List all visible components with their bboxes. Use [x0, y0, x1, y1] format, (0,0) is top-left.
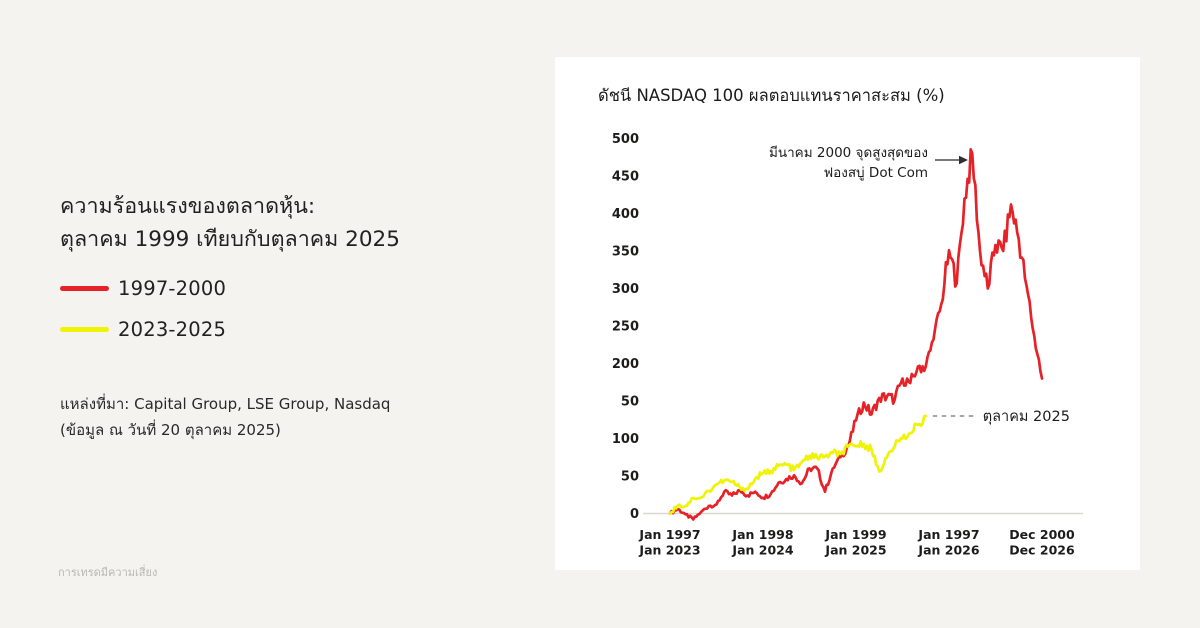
legend-label-2023-2025: 2023-2025	[118, 318, 227, 341]
y-axis-label: 100	[612, 432, 639, 447]
x-axis-label-top: Jan 1999	[824, 527, 886, 542]
y-axis-label: 0	[630, 507, 639, 522]
y-axis-label: 50	[621, 395, 639, 410]
y-axis-label: 200	[612, 357, 639, 372]
source-line2: (ข้อมูล ณ วันที่ 20 ตุลาคม 2025)	[60, 421, 281, 439]
series-line-1997-2000	[668, 147, 1044, 521]
risk-disclaimer: การเทรดมีความเสี่ยง	[58, 566, 158, 579]
infographic-title-line2: ตุลาคม 1999 เทียบกับตุลาคม 2025	[60, 227, 400, 252]
x-axis-label-bottom: Jan 2023	[638, 543, 700, 558]
legend-swatch-yellow	[60, 327, 109, 332]
y-axis-label: 450	[612, 170, 639, 185]
x-axis-label-top: Jan 1998	[731, 527, 793, 542]
y-axis-label: 500	[612, 132, 639, 147]
x-axis-label-bottom: Jan 2025	[824, 543, 886, 558]
legend-swatch-red	[60, 286, 109, 291]
peak-annotation-line2: ฟองสบู่ Dot Com	[824, 165, 928, 181]
peak-annotation-line1: มีนาคม 2000 จุดสูงสุดของ	[769, 145, 928, 161]
legend-item-2023-2025: 2023-2025	[60, 309, 480, 350]
chart-card: ดัชนี NASDAQ 100 ผลตอบแทนราคาสะสม (%) 0 5…	[555, 57, 1140, 570]
series-line-2023-2025	[668, 414, 928, 515]
x-axis-label-bottom: Jan 2024	[731, 543, 793, 558]
y-axis-label: 400	[612, 207, 639, 222]
infographic-title: ความร้อนแรงของตลาดหุ้น: ตุลาคม 1999 เทีย…	[60, 190, 510, 256]
legend-item-1997-2000: 1997-2000	[60, 268, 480, 309]
x-axis-label-bottom: Jan 2026	[917, 543, 979, 558]
x-axis-label-top: Dec 2000	[1009, 527, 1075, 542]
infographic-title-line1: ความร้อนแรงของตลาดหุ้น:	[60, 194, 316, 219]
legend: 1997-2000 2023-2025	[60, 268, 480, 350]
y-axis-label: 350	[612, 245, 639, 260]
x-axis-label-top: Jan 1997	[917, 527, 979, 542]
y-axis-label: 250	[612, 320, 639, 335]
source-line1: แหล่งที่มา: Capital Group, LSE Group, Na…	[60, 395, 391, 413]
legend-label-1997-2000: 1997-2000	[118, 277, 227, 300]
y-axis-label: 300	[612, 282, 639, 297]
x-axis-label-top: Jan 1997	[638, 527, 700, 542]
y-axis-label: 50	[621, 470, 639, 485]
x-axis-label-bottom: Dec 2026	[1009, 543, 1075, 558]
chart-title: ดัชนี NASDAQ 100 ผลตอบแทนราคาสะสม (%)	[598, 86, 945, 105]
peak-annotation-arrow-head	[959, 155, 968, 165]
october-2025-label: ตุลาคม 2025	[983, 409, 1070, 425]
source-note: แหล่งที่มา: Capital Group, LSE Group, Na…	[60, 391, 520, 443]
